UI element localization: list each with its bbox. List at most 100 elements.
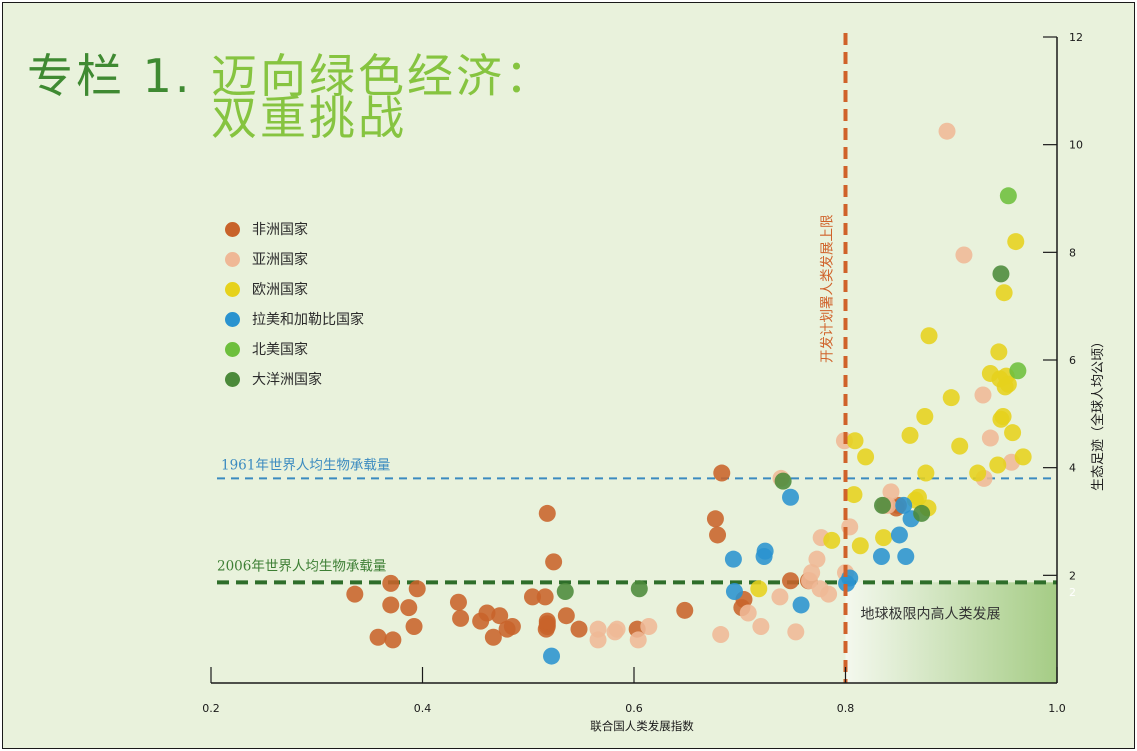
data-point <box>851 537 869 555</box>
data-point <box>990 343 1008 361</box>
data-point <box>570 620 588 638</box>
x-tick-label: 0.6 <box>625 702 643 715</box>
data-point <box>408 580 426 598</box>
reference-label-1961: 1961年世界人均生物承载量 <box>221 457 390 473</box>
data-point <box>782 488 800 506</box>
reference-label-2006: 2006年世界人均生物承载量 <box>217 558 386 574</box>
legend-label: 拉美和加勒比国家 <box>252 312 364 328</box>
data-point <box>724 550 742 568</box>
data-point <box>382 596 400 614</box>
data-point <box>995 284 1013 302</box>
data-point <box>901 426 919 444</box>
y-tick-label: 4 <box>1069 462 1076 475</box>
data-point <box>999 375 1017 393</box>
legend-swatch <box>225 252 240 267</box>
data-point <box>787 623 805 641</box>
series-latin_america <box>543 488 920 665</box>
legend-swatch <box>225 372 240 387</box>
legend-swatch <box>225 282 240 297</box>
data-point <box>916 408 934 426</box>
series-europe <box>750 233 1032 598</box>
data-point <box>503 617 521 635</box>
legend-label: 亚洲国家 <box>252 252 308 268</box>
legend-label: 欧洲国家 <box>252 282 308 298</box>
data-point <box>857 448 875 466</box>
y-tick-label: 2 <box>1069 569 1076 582</box>
x-tick-label: 0.8 <box>837 702 855 715</box>
data-point <box>774 472 792 490</box>
title-line-2: 双重挑战 <box>211 91 407 145</box>
y-axis-label: 生态足迹（全球人均公顷） <box>1090 335 1106 491</box>
data-point <box>917 464 935 482</box>
data-point <box>545 553 563 571</box>
data-point <box>750 580 768 598</box>
data-point <box>629 631 647 649</box>
data-point <box>989 456 1007 474</box>
data-point <box>942 389 960 407</box>
scatter-chart: 地球极限内高人类发展 2 1961年世界人均生物承载量 2006年世界人均生物承载量 开… <box>202 31 1106 733</box>
data-point <box>536 588 554 606</box>
x-axis-label: 联合国人类发展指数 <box>590 719 694 733</box>
y-tick-label: 8 <box>1069 246 1076 259</box>
data-point <box>405 617 423 635</box>
data-point <box>808 550 826 568</box>
data-point <box>875 529 893 547</box>
series-oceania <box>556 265 1010 600</box>
data-point <box>400 599 418 617</box>
x-tick-label: 1.0 <box>1048 702 1066 715</box>
data-point <box>346 585 364 603</box>
data-point <box>782 572 800 590</box>
data-point <box>712 626 730 644</box>
x-tick-label: 0.4 <box>414 702 432 715</box>
data-point <box>897 547 915 565</box>
data-point <box>845 486 863 504</box>
data-point <box>556 582 574 600</box>
quadrant-tick-label: 2 <box>1069 586 1076 599</box>
data-point <box>994 408 1012 426</box>
data-point <box>981 429 999 447</box>
data-point <box>920 327 938 345</box>
title-prefix: 专栏 1. <box>27 49 193 103</box>
data-point <box>1014 448 1032 466</box>
series-africa <box>346 464 907 649</box>
legend-swatch <box>225 342 240 357</box>
data-point <box>640 617 658 635</box>
data-point <box>382 574 400 592</box>
data-point <box>739 604 757 622</box>
data-point <box>890 526 908 544</box>
data-point <box>938 122 956 140</box>
legend-label: 非洲国家 <box>252 222 308 238</box>
data-point <box>538 612 556 630</box>
series-north_america <box>999 187 1027 380</box>
data-point <box>1009 362 1027 380</box>
data-point <box>872 547 890 565</box>
data-point <box>974 386 992 404</box>
data-point <box>771 588 789 606</box>
legend-swatch <box>225 312 240 327</box>
title-line-1: 迈向绿色经济： <box>211 49 554 103</box>
data-point <box>992 265 1010 283</box>
y-tick-label: 6 <box>1069 354 1076 367</box>
quadrant-label: 地球极限内高人类发展 <box>861 605 1001 622</box>
data-point <box>452 609 470 627</box>
legend-label: 大洋洲国家 <box>252 372 322 388</box>
data-point <box>969 464 987 482</box>
data-point <box>484 628 502 646</box>
data-point <box>999 187 1017 205</box>
data-point <box>449 593 467 611</box>
series-asia <box>589 122 1021 649</box>
data-point <box>523 588 541 606</box>
data-point <box>630 580 648 598</box>
data-point <box>1004 424 1022 442</box>
data-point <box>557 607 575 625</box>
data-point <box>752 617 770 635</box>
data-point <box>895 496 913 514</box>
data-point <box>676 601 694 619</box>
data-point <box>538 504 556 522</box>
data-point <box>820 585 838 603</box>
data-point <box>589 631 607 649</box>
data-point <box>608 620 626 638</box>
data-point <box>713 464 731 482</box>
data-point <box>803 564 821 582</box>
